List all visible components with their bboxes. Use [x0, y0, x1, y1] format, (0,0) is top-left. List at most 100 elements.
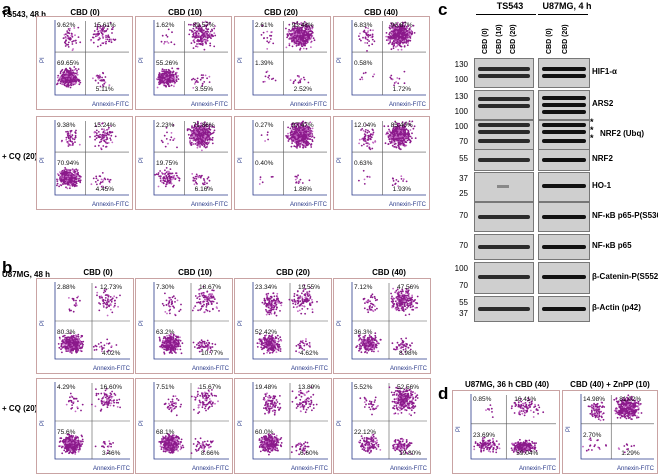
quadrant-ll-value: 55.26%: [156, 60, 179, 68]
protein-label-9: β-Actin (p42): [592, 303, 641, 312]
protein-label-7: NF-κB p65: [592, 241, 632, 250]
scatter-dots: [54, 282, 130, 360]
x-axis-label: Annexin-FITC: [191, 466, 229, 472]
protein-label-8: β-Catenin-P(S552): [592, 272, 658, 281]
blot-u87mg-3: [538, 120, 590, 150]
scatter-dots: [153, 20, 228, 96]
y-axis-label: PI: [40, 320, 46, 326]
y-axis-label: PI: [238, 57, 244, 63]
mw-marker: 70: [459, 137, 468, 146]
quadrant-ur-value: 71.86%: [192, 122, 215, 129]
scatter-dots: [54, 120, 129, 196]
scatter-dots: [54, 20, 129, 96]
panel-a-row2-label: + CQ (20): [2, 152, 38, 161]
quadrant-ll-value: 0.58%: [354, 60, 373, 68]
mw-marker: 130: [454, 92, 468, 101]
lane-label-u87mg-1: CBD (0): [546, 28, 553, 54]
quadrant-ul-value: 2.23%: [156, 122, 175, 129]
panel-a-plot-r1-c4: 6.83% 90.87% 0.58% 1.72% Annexin-FITC PI: [333, 16, 430, 110]
quadrant-lr-value: 8.98%: [399, 350, 418, 357]
quadrant-lr-value: 3.46%: [102, 450, 121, 457]
blot-ts543-8: [474, 262, 534, 294]
y-axis-label: PI: [139, 320, 145, 326]
panel-b-plot-r1-c4: 7.12% 47.56% 36.3% 8.98% Annexin-FITC PI: [333, 278, 431, 374]
scatter-dots: [351, 20, 426, 96]
panel-a-title-4: CBD (40): [364, 8, 398, 17]
quadrant-lr-value: 3.55%: [194, 86, 214, 93]
panel-a-plot-r2-c2: 2.23% 71.86% 19.75% 6.16% Annexin-FITC PI: [135, 116, 232, 210]
y-axis-label: PI: [238, 320, 244, 326]
mw-marker: 100: [454, 75, 468, 84]
quadrant-ll-value: 19.75%: [156, 160, 179, 168]
blot-u87mg-5: [538, 172, 590, 202]
quadrant-lr-value: 59.04%: [516, 450, 539, 457]
quadrant-ul-value: 7.30%: [156, 284, 175, 291]
scatter-dots: [252, 20, 327, 96]
quadrant-ll-value: 0.40%: [255, 160, 274, 168]
quadrant-ul-value: 12.04%: [354, 122, 377, 129]
blot-group-u87mg: U87MG, 4 h: [542, 1, 592, 11]
blot-ts543-5: [474, 172, 534, 202]
quadrant-ul-value: 5.52%: [354, 384, 373, 391]
quadrant-ul-value: 1.62%: [156, 22, 175, 29]
scatter-dots: [153, 282, 229, 360]
quadrant-ll-value: 0.63%: [354, 160, 373, 168]
protein-label-6: NF-κB p65-P(S536): [592, 211, 658, 220]
quadrant-ll-value: 22.12%: [354, 429, 377, 436]
quadrant-ul-value: 0.85%: [473, 396, 492, 403]
quadrant-lr-value: 19.80%: [399, 450, 422, 457]
y-axis-label: PI: [566, 426, 572, 432]
x-axis-label: Annexin-FITC: [190, 202, 228, 208]
quadrant-lr-value: 8.66%: [201, 450, 220, 457]
blot-ts543-4: [474, 149, 534, 171]
scatter-dots: [351, 120, 426, 196]
blot-u87mg-2: [538, 90, 590, 120]
panel-a-plot-r2-c4: 12.04% 85.40% 0.63% 1.93% Annexin-FITC PI: [333, 116, 430, 210]
quadrant-ur-value: 39.57%: [192, 22, 215, 29]
quadrant-ul-value: 7.51%: [156, 384, 175, 391]
panel-b-title-1: CBD (0): [83, 268, 113, 277]
protein-label-1: HIF1-α: [592, 67, 617, 76]
scatter-dots: [580, 394, 654, 460]
scatter-dots: [470, 394, 556, 460]
quadrant-ul-value: 0.27%: [255, 122, 274, 129]
y-axis-label: PI: [40, 157, 46, 163]
panel-label-a: a: [2, 0, 12, 19]
x-axis-label: Annexin-FITC: [289, 102, 327, 108]
quadrant-lr-value: 1.86%: [293, 186, 313, 193]
quadrant-ur-value: 97.47%: [291, 122, 314, 129]
x-axis-label: Annexin-FITC: [616, 466, 654, 472]
scatter-dots: [153, 120, 228, 196]
x-axis-label: Annexin-FITC: [389, 466, 427, 472]
panel-d-title-1: U87MG, 36 h CBD (40): [464, 380, 550, 389]
quadrant-ul-value: 14.98%: [583, 396, 606, 403]
quadrant-lr-value: 6.60%: [300, 450, 319, 457]
y-axis-label: PI: [337, 157, 343, 163]
scatter-dots: [252, 282, 328, 360]
blot-u87mg-6: [538, 202, 590, 232]
quadrant-ll-value: 75.6%: [57, 429, 76, 436]
blot-ts543-7: [474, 234, 534, 260]
quadrant-ur-value: 13.89%: [298, 384, 321, 391]
scatter-dots: [54, 382, 130, 460]
y-axis-label: PI: [238, 157, 244, 163]
panel-a-title-1: CBD (0): [70, 8, 100, 17]
protein-label-2: ARS2: [592, 99, 614, 108]
x-axis-label: Annexin-FITC: [388, 102, 426, 108]
y-axis-label: PI: [40, 420, 46, 426]
x-axis-label: Annexin-FITC: [91, 102, 129, 108]
mw-marker: 100: [454, 107, 468, 116]
x-axis-label: Annexin-FITC: [92, 366, 130, 372]
mw-marker: 37: [459, 174, 468, 183]
mw-marker: 55: [459, 298, 468, 307]
panel-b-title-3: CBD (20): [276, 268, 310, 277]
quadrant-ur-value: 15.61%: [93, 22, 116, 29]
quadrant-ll-value: 36.3%: [354, 329, 373, 336]
panel-a-plot-r1-c2: 1.62% 39.57% 55.26% 3.55% Annexin-FITC PI: [135, 16, 232, 110]
quadrant-ur-value: 12.73%: [100, 284, 123, 291]
quadrant-ll-value: 68.1%: [156, 429, 175, 436]
quadrant-ul-value: 9.62%: [57, 22, 76, 29]
blot-u87mg-4: [538, 149, 590, 171]
mw-marker: 37: [459, 309, 468, 318]
mw-marker: 130: [454, 60, 468, 69]
